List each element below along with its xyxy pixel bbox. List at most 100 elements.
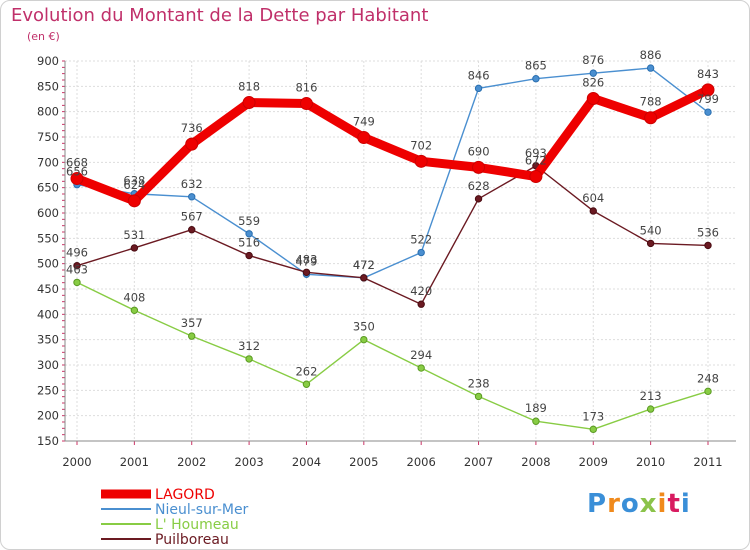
data-point-lagord xyxy=(127,194,141,208)
data-label-lagord: 826 xyxy=(582,75,604,89)
data-label-nieul-sur-mer: 472 xyxy=(353,258,375,272)
y-tick-label: 900 xyxy=(37,54,59,68)
data-label-nieul-sur-mer: 865 xyxy=(525,59,547,73)
data-label-puilboreau: 540 xyxy=(640,223,662,237)
data-point-lagord xyxy=(586,91,600,105)
data-label-puilboreau: 516 xyxy=(238,236,260,250)
series-line-nieul-sur-mer xyxy=(76,67,709,279)
y-tick-label: 650 xyxy=(37,181,59,195)
data-point-l-houmeau xyxy=(704,387,712,396)
data-label-lagord: 736 xyxy=(181,121,203,135)
data-label-lagord: 816 xyxy=(295,81,317,95)
proxiti-logo: Proxiti xyxy=(587,489,691,519)
data-label-lagord: 624 xyxy=(123,178,145,192)
data-point-nieul-sur-mer xyxy=(245,230,253,238)
data-label-lagord: 690 xyxy=(468,144,490,158)
data-point-puilboreau xyxy=(73,261,81,270)
y-tick-label: 550 xyxy=(37,231,59,245)
data-point-lagord xyxy=(414,154,428,168)
data-point-puilboreau xyxy=(417,300,425,308)
chart-title: Evolution du Montant de la Dette par Hab… xyxy=(11,5,429,26)
data-label-puilboreau: 628 xyxy=(468,179,490,193)
data-point-puilboreau xyxy=(360,274,368,282)
data-point-lagord xyxy=(299,97,313,111)
data-point-l-houmeau xyxy=(188,332,196,340)
data-point-l-houmeau xyxy=(73,278,81,287)
y-tick-label: 150 xyxy=(37,434,59,448)
data-point-l-houmeau xyxy=(589,425,597,434)
data-point-lagord xyxy=(70,172,84,186)
data-label-nieul-sur-mer: 479 xyxy=(295,254,317,268)
data-point-puilboreau xyxy=(646,239,655,248)
data-label-l-houmeau: 312 xyxy=(238,339,260,353)
data-label-nieul-sur-mer: 876 xyxy=(582,53,604,67)
x-tick-label: 2001 xyxy=(120,455,149,469)
data-label-lagord: 749 xyxy=(353,115,375,129)
data-point-puilboreau xyxy=(188,226,196,234)
y-tick-label: 400 xyxy=(37,307,59,321)
data-point-l-houmeau xyxy=(646,405,655,413)
data-label-l-houmeau: 173 xyxy=(582,409,604,423)
x-tick-label: 2005 xyxy=(349,455,378,469)
legend-label-lagord: LAGORD xyxy=(155,487,215,503)
data-label-lagord: 818 xyxy=(238,80,260,94)
data-point-lagord xyxy=(357,131,371,145)
legend-label-puilboreau: Puilboreau xyxy=(155,532,229,548)
x-tick-label: 2006 xyxy=(407,455,436,469)
data-label-l-houmeau: 238 xyxy=(468,376,490,390)
data-label-l-houmeau: 189 xyxy=(525,401,547,415)
data-point-puilboreau xyxy=(589,207,597,215)
data-point-nieul-sur-mer xyxy=(188,193,196,201)
data-point-lagord xyxy=(701,83,715,97)
data-label-lagord: 788 xyxy=(640,95,662,109)
plot-area xyxy=(65,61,736,441)
y-tick-label: 300 xyxy=(37,358,59,372)
x-tick-label: 2003 xyxy=(234,455,263,469)
data-point-nieul-sur-mer xyxy=(704,108,712,116)
data-point-l-houmeau xyxy=(474,392,483,401)
data-label-nieul-sur-mer: 846 xyxy=(468,68,490,82)
legend-label-l-houmeau: L' Houmeau xyxy=(155,517,239,533)
data-point-lagord xyxy=(529,170,543,184)
data-point-nieul-sur-mer xyxy=(474,84,483,93)
data-point-l-houmeau xyxy=(302,380,311,388)
data-point-nieul-sur-mer xyxy=(589,69,597,77)
data-label-puilboreau: 531 xyxy=(123,228,145,242)
data-label-nieul-sur-mer: 632 xyxy=(181,177,203,191)
data-point-nieul-sur-mer xyxy=(532,75,540,83)
data-label-l-houmeau: 408 xyxy=(123,290,145,304)
data-point-l-houmeau xyxy=(360,335,368,344)
y-tick-label: 500 xyxy=(37,257,59,271)
data-point-l-houmeau xyxy=(417,364,425,372)
data-label-l-houmeau: 357 xyxy=(181,316,203,330)
data-label-l-houmeau: 463 xyxy=(66,262,88,276)
data-label-nieul-sur-mer: 559 xyxy=(238,214,260,228)
data-label-l-houmeau: 294 xyxy=(410,348,432,362)
data-point-puilboreau xyxy=(245,251,253,260)
data-label-lagord: 843 xyxy=(697,67,719,81)
data-label-puilboreau: 496 xyxy=(66,246,88,260)
y-tick-label: 200 xyxy=(37,409,59,423)
data-point-puilboreau xyxy=(474,195,483,203)
legend-label-nieul-sur-mer: Nieul-sur-Mer xyxy=(155,502,249,518)
y-tick-label: 700 xyxy=(37,155,59,169)
data-label-nieul-sur-mer: 656 xyxy=(66,165,88,179)
x-tick-label: 2008 xyxy=(521,455,550,469)
data-point-lagord xyxy=(242,96,256,110)
data-label-l-houmeau: 350 xyxy=(353,320,375,334)
data-label-l-houmeau: 213 xyxy=(640,389,662,403)
data-point-puilboreau xyxy=(704,241,712,250)
data-label-lagord: 672 xyxy=(525,154,547,168)
y-tick-label: 600 xyxy=(37,206,59,220)
data-point-l-houmeau xyxy=(245,355,253,363)
chart-subtitle: (en €) xyxy=(27,30,60,43)
data-point-nieul-sur-mer xyxy=(417,248,425,257)
data-label-puilboreau: 472 xyxy=(353,258,375,272)
data-label-nieul-sur-mer: 522 xyxy=(410,233,432,247)
data-point-nieul-sur-mer xyxy=(646,64,655,72)
data-label-lagord: 702 xyxy=(410,138,432,152)
data-point-puilboreau xyxy=(302,268,311,276)
data-point-lagord xyxy=(185,137,199,151)
